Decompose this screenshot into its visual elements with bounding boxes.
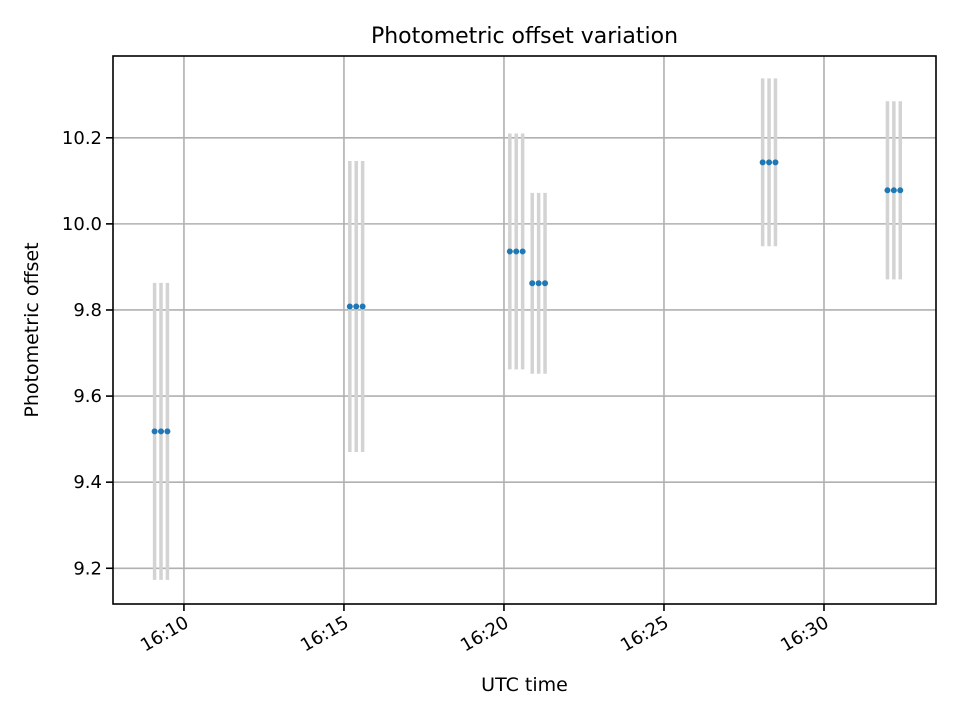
data-point — [359, 303, 366, 310]
data-point — [759, 159, 766, 166]
data-point — [529, 280, 536, 287]
x-tick-label: 16:10 — [137, 612, 192, 656]
data-point — [542, 280, 549, 287]
data-point — [353, 303, 360, 310]
data-point — [506, 248, 513, 255]
axis-ticks: 16:10 16:15 16:20 16:25 16:30 9.2 9.4 9.6 9.8 10.… — [62, 128, 833, 656]
chart-title: Photometric offset variation — [371, 24, 678, 49]
y-tick-label: 9.2 — [73, 558, 102, 579]
data-point — [772, 159, 779, 166]
data-point — [890, 187, 897, 194]
x-axis-label: UTC time — [481, 674, 568, 696]
y-tick-label: 9.6 — [73, 386, 102, 407]
data-point — [519, 248, 526, 255]
data-point — [164, 428, 171, 435]
x-tick-label: 16:15 — [297, 612, 352, 656]
y-tick-label: 9.8 — [73, 300, 102, 321]
data-point — [766, 159, 773, 166]
data-point — [346, 303, 353, 310]
y-tick-label: 9.4 — [73, 472, 102, 493]
error-bars — [152, 78, 903, 580]
data-points — [151, 159, 904, 435]
x-tick-label: 16:20 — [457, 612, 512, 656]
data-point — [151, 428, 158, 435]
y-tick-label: 10.2 — [62, 128, 102, 149]
data-point — [884, 187, 891, 194]
x-tick-label: 16:30 — [777, 612, 832, 656]
data-point — [897, 187, 904, 194]
x-tick-label: 16:25 — [617, 612, 672, 656]
data-point — [158, 428, 165, 435]
gridlines — [113, 56, 936, 604]
y-tick-label: 10.0 — [62, 214, 102, 235]
data-point — [535, 280, 542, 287]
data-point — [513, 248, 520, 255]
plot-frame — [112, 55, 937, 605]
y-axis-label: Photometric offset — [21, 242, 43, 417]
